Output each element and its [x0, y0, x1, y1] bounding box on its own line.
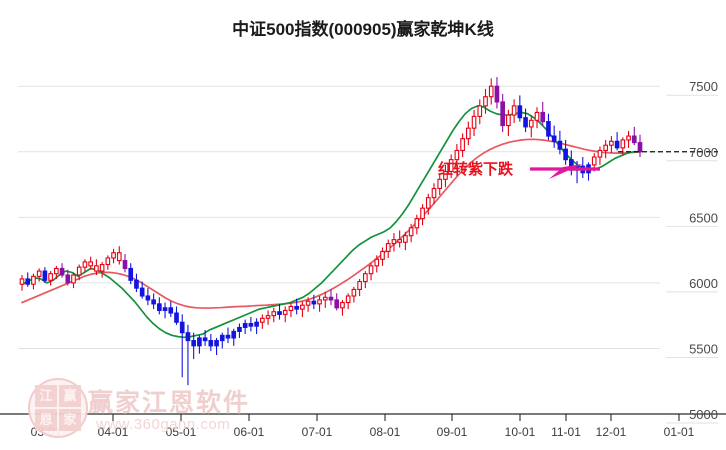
svg-text:10-01: 10-01 — [505, 425, 536, 439]
seal-char-2: 赢 — [59, 385, 81, 407]
page-title: 中证500指数(000905)赢家乾坤K线 — [232, 20, 494, 39]
svg-text:11-01: 11-01 — [551, 425, 581, 439]
candlestick-series — [19, 77, 643, 386]
svg-text:7500: 7500 — [689, 79, 718, 94]
svg-text:08-01: 08-01 — [370, 425, 401, 439]
svg-text:5000: 5000 — [689, 407, 718, 422]
svg-text:07-01: 07-01 — [302, 425, 333, 439]
y-axis-labels: 7500 7000 6500 6000 5500 5000 — [666, 79, 718, 424]
gridlines — [18, 85, 660, 415]
svg-text:7000: 7000 — [689, 145, 718, 160]
svg-text:06-01: 06-01 — [234, 425, 265, 439]
x-axis-labels: 03-0104-0105-0106-0107-0108-0109-0110-01… — [31, 425, 695, 439]
annotation-label: 红转紫下跌 — [438, 161, 514, 178]
svg-text:05-01: 05-01 — [166, 425, 197, 439]
svg-text:01-01: 01-01 — [664, 425, 695, 439]
annotation-markers — [530, 151, 718, 179]
svg-text:09-01: 09-01 — [437, 425, 468, 439]
svg-text:04-01: 04-01 — [98, 425, 129, 439]
svg-text:6500: 6500 — [689, 210, 718, 225]
seal-char-4: 家 — [59, 409, 81, 431]
seal-logo-watermark: 江 赢 恩 家 — [28, 378, 88, 438]
svg-text:12-01: 12-01 — [596, 425, 627, 439]
seal-char-1: 江 — [35, 385, 57, 407]
seal-char-3: 恩 — [35, 409, 57, 431]
axes — [0, 413, 726, 421]
svg-text:5500: 5500 — [689, 341, 718, 356]
url-watermark: www.360gann.com — [96, 416, 231, 433]
brand-watermark: 赢家江恩软件 — [88, 389, 251, 417]
svg-text:6000: 6000 — [689, 276, 718, 291]
